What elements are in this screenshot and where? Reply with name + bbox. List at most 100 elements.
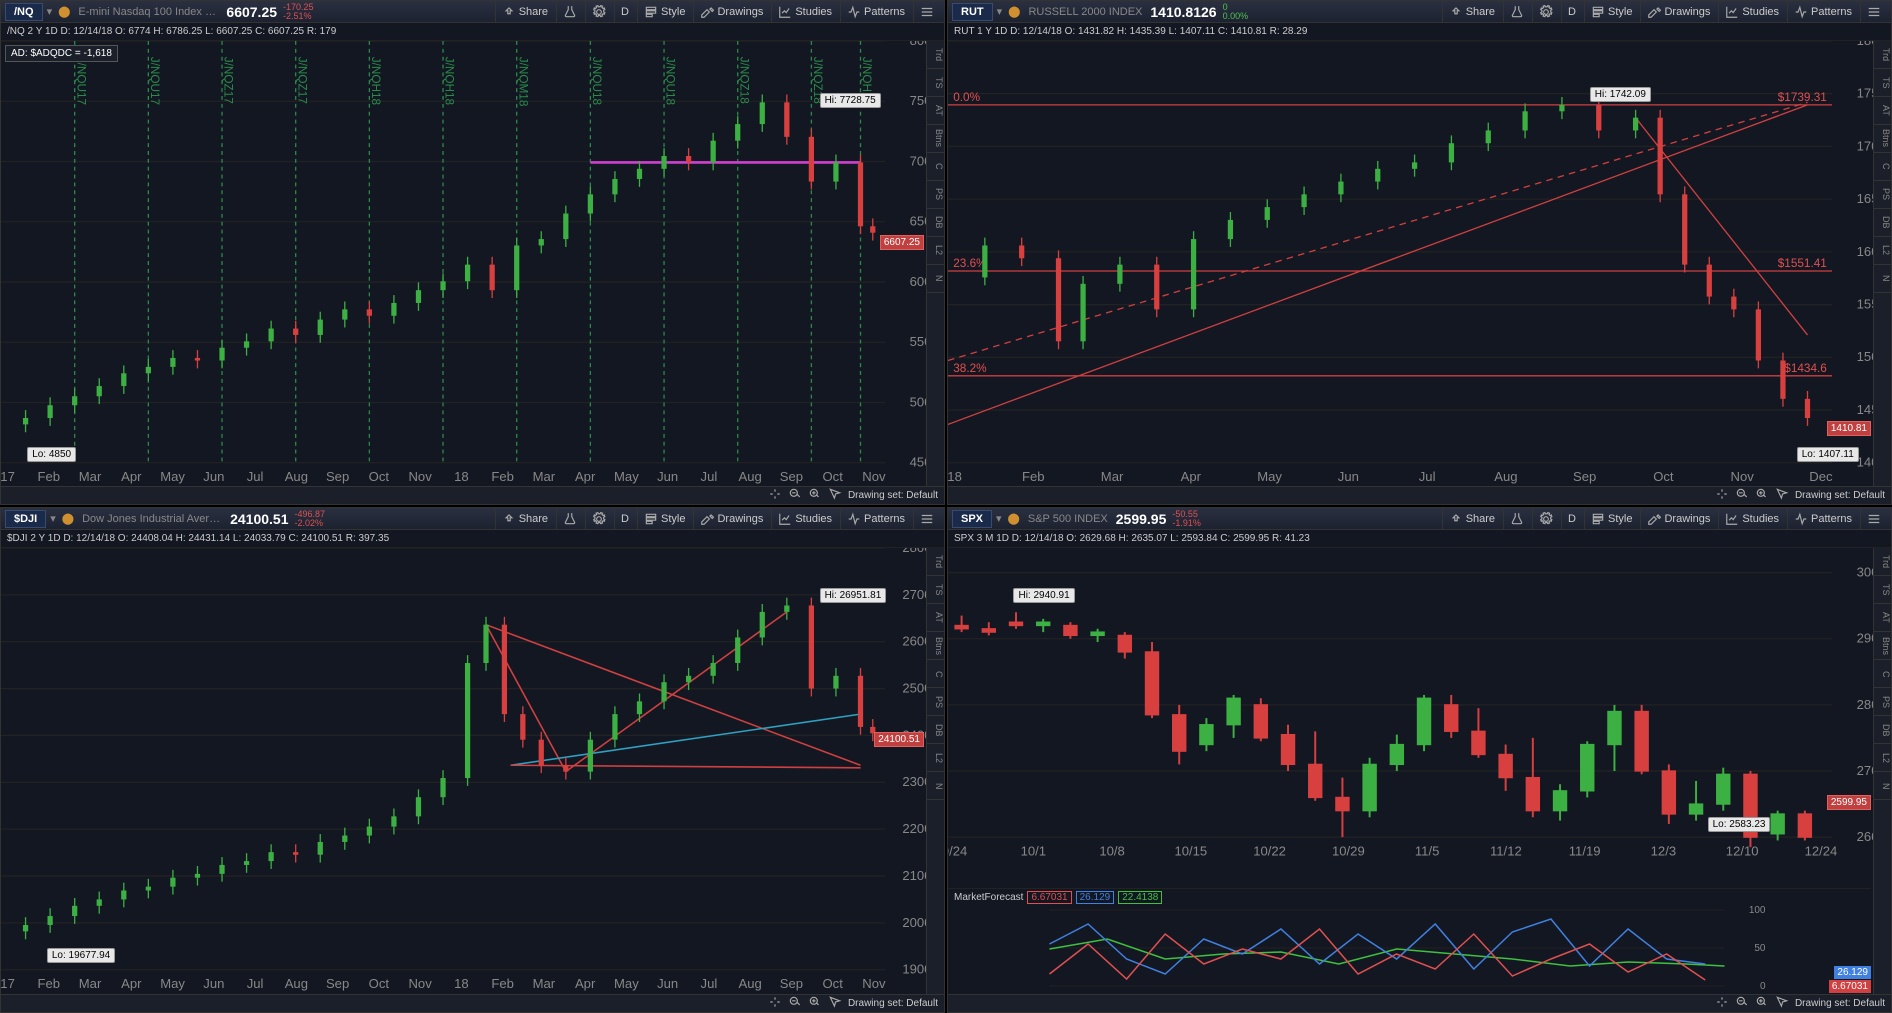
side-tab-trd[interactable]: Trd xyxy=(927,548,944,576)
chart-canvas[interactable]: 260027002800290030009/2410/110/810/1510/… xyxy=(948,548,1891,993)
flask-button[interactable] xyxy=(1503,508,1530,529)
zoom-out[interactable] xyxy=(788,995,802,1012)
symbol-input[interactable]: $DJI xyxy=(5,510,46,528)
pan-control[interactable] xyxy=(1715,487,1729,504)
side-tab-n[interactable]: N xyxy=(927,265,944,293)
zoom-in[interactable] xyxy=(1755,487,1769,504)
side-tab-at[interactable]: AT xyxy=(927,97,944,125)
flask-button[interactable] xyxy=(556,508,583,529)
side-tab-ts[interactable]: TS xyxy=(927,576,944,604)
side-tab-ts[interactable]: TS xyxy=(927,69,944,97)
zoom-in[interactable] xyxy=(1755,995,1769,1012)
side-tab-db[interactable]: DB xyxy=(927,716,944,744)
side-tab-db[interactable]: DB xyxy=(927,209,944,237)
cursor-tool[interactable] xyxy=(1775,487,1789,504)
side-tab-db[interactable]: DB xyxy=(1874,209,1891,237)
side-tab-trd[interactable]: Trd xyxy=(927,41,944,69)
symbol-dropdown[interactable]: ▾ xyxy=(45,5,55,18)
zoom-in[interactable] xyxy=(808,487,822,504)
chart-canvas[interactable]: 1900020000210002200023000240002500026000… xyxy=(1,548,944,993)
side-tab-db[interactable]: DB xyxy=(1874,716,1891,744)
chart-canvas[interactable]: 4500500055006000650070007500800017FebMar… xyxy=(1,41,944,486)
share-button[interactable]: Share xyxy=(1442,1,1501,22)
menu-button[interactable] xyxy=(1860,508,1887,529)
drawing-set-label[interactable]: Drawing set: Default xyxy=(1795,490,1885,501)
side-tab-c[interactable]: C xyxy=(1874,153,1891,181)
side-tab-n[interactable]: N xyxy=(927,772,944,800)
zoom-out[interactable] xyxy=(1735,995,1749,1012)
side-tab-at[interactable]: AT xyxy=(1874,604,1891,632)
symbol-dropdown[interactable]: ▾ xyxy=(48,512,58,525)
drawings-button[interactable]: Drawings xyxy=(693,1,769,22)
side-tab-btns[interactable]: Btns xyxy=(1874,632,1891,660)
symbol-input[interactable]: SPX xyxy=(952,510,992,528)
side-tab-l2[interactable]: L2 xyxy=(927,237,944,265)
style-button[interactable]: Style xyxy=(637,1,691,22)
drawings-button[interactable]: Drawings xyxy=(1640,1,1716,22)
link-icon[interactable]: ⬤ xyxy=(1006,512,1022,525)
share-button[interactable]: Share xyxy=(495,508,554,529)
cursor-tool[interactable] xyxy=(1775,995,1789,1012)
timeframe-button[interactable]: D xyxy=(1561,1,1582,22)
studies-button[interactable]: Studies xyxy=(1718,1,1785,22)
side-tab-at[interactable]: AT xyxy=(927,604,944,632)
side-tab-at[interactable]: AT xyxy=(1874,97,1891,125)
side-tab-c[interactable]: C xyxy=(927,660,944,688)
link-icon[interactable]: ⬤ xyxy=(56,5,72,18)
side-tab-ps[interactable]: PS xyxy=(927,688,944,716)
studies-button[interactable]: Studies xyxy=(771,1,838,22)
flask-button[interactable] xyxy=(1503,1,1530,22)
patterns-button[interactable]: Patterns xyxy=(840,1,911,22)
side-tab-n[interactable]: N xyxy=(1874,265,1891,293)
side-tab-btns[interactable]: Btns xyxy=(927,125,944,153)
menu-button[interactable] xyxy=(913,1,940,22)
share-button[interactable]: Share xyxy=(495,1,554,22)
drawings-button[interactable]: Drawings xyxy=(1640,508,1716,529)
drawings-button[interactable]: Drawings xyxy=(693,508,769,529)
patterns-button[interactable]: Patterns xyxy=(1787,1,1858,22)
flask-button[interactable] xyxy=(556,1,583,22)
symbol-input[interactable]: RUT xyxy=(952,3,993,21)
side-tab-btns[interactable]: Btns xyxy=(1874,125,1891,153)
patterns-button[interactable]: Patterns xyxy=(840,508,911,529)
timeframe-button[interactable]: D xyxy=(1561,508,1582,529)
drawing-set-label[interactable]: Drawing set: Default xyxy=(1795,998,1885,1009)
side-tab-ts[interactable]: TS xyxy=(1874,69,1891,97)
zoom-out[interactable] xyxy=(1735,487,1749,504)
cursor-tool[interactable] xyxy=(828,487,842,504)
link-icon[interactable]: ⬤ xyxy=(60,512,76,525)
studies-button[interactable]: Studies xyxy=(1718,508,1785,529)
side-tab-n[interactable]: N xyxy=(1874,772,1891,800)
side-tab-l2[interactable]: L2 xyxy=(927,744,944,772)
symbol-dropdown[interactable]: ▾ xyxy=(995,5,1005,18)
pan-control[interactable] xyxy=(768,487,782,504)
settings-button[interactable] xyxy=(585,1,612,22)
symbol-dropdown[interactable]: ▾ xyxy=(994,512,1004,525)
drawing-set-label[interactable]: Drawing set: Default xyxy=(848,490,938,501)
cursor-tool[interactable] xyxy=(828,995,842,1012)
side-tab-ps[interactable]: PS xyxy=(927,181,944,209)
side-tab-trd[interactable]: Trd xyxy=(1874,41,1891,69)
patterns-button[interactable]: Patterns xyxy=(1787,508,1858,529)
share-button[interactable]: Share xyxy=(1442,508,1501,529)
style-button[interactable]: Style xyxy=(637,508,691,529)
indicator-panel[interactable]: 05010026.1296.67031 xyxy=(948,904,1871,994)
menu-button[interactable] xyxy=(1860,1,1887,22)
side-tab-c[interactable]: C xyxy=(1874,660,1891,688)
zoom-in[interactable] xyxy=(808,995,822,1012)
drawing-set-label[interactable]: Drawing set: Default xyxy=(848,998,938,1009)
pan-control[interactable] xyxy=(1715,995,1729,1012)
chart-canvas[interactable]: 14001450150015501600165017001750180018Fe… xyxy=(948,41,1891,486)
side-tab-trd[interactable]: Trd xyxy=(1874,548,1891,576)
side-tab-btns[interactable]: Btns xyxy=(927,632,944,660)
menu-button[interactable] xyxy=(913,508,940,529)
settings-button[interactable] xyxy=(1532,508,1559,529)
side-tab-l2[interactable]: L2 xyxy=(1874,237,1891,265)
timeframe-button[interactable]: D xyxy=(614,508,635,529)
link-icon[interactable]: ⬤ xyxy=(1006,5,1022,18)
zoom-out[interactable] xyxy=(788,487,802,504)
side-tab-ps[interactable]: PS xyxy=(1874,688,1891,716)
style-button[interactable]: Style xyxy=(1584,508,1638,529)
style-button[interactable]: Style xyxy=(1584,1,1638,22)
timeframe-button[interactable]: D xyxy=(614,1,635,22)
